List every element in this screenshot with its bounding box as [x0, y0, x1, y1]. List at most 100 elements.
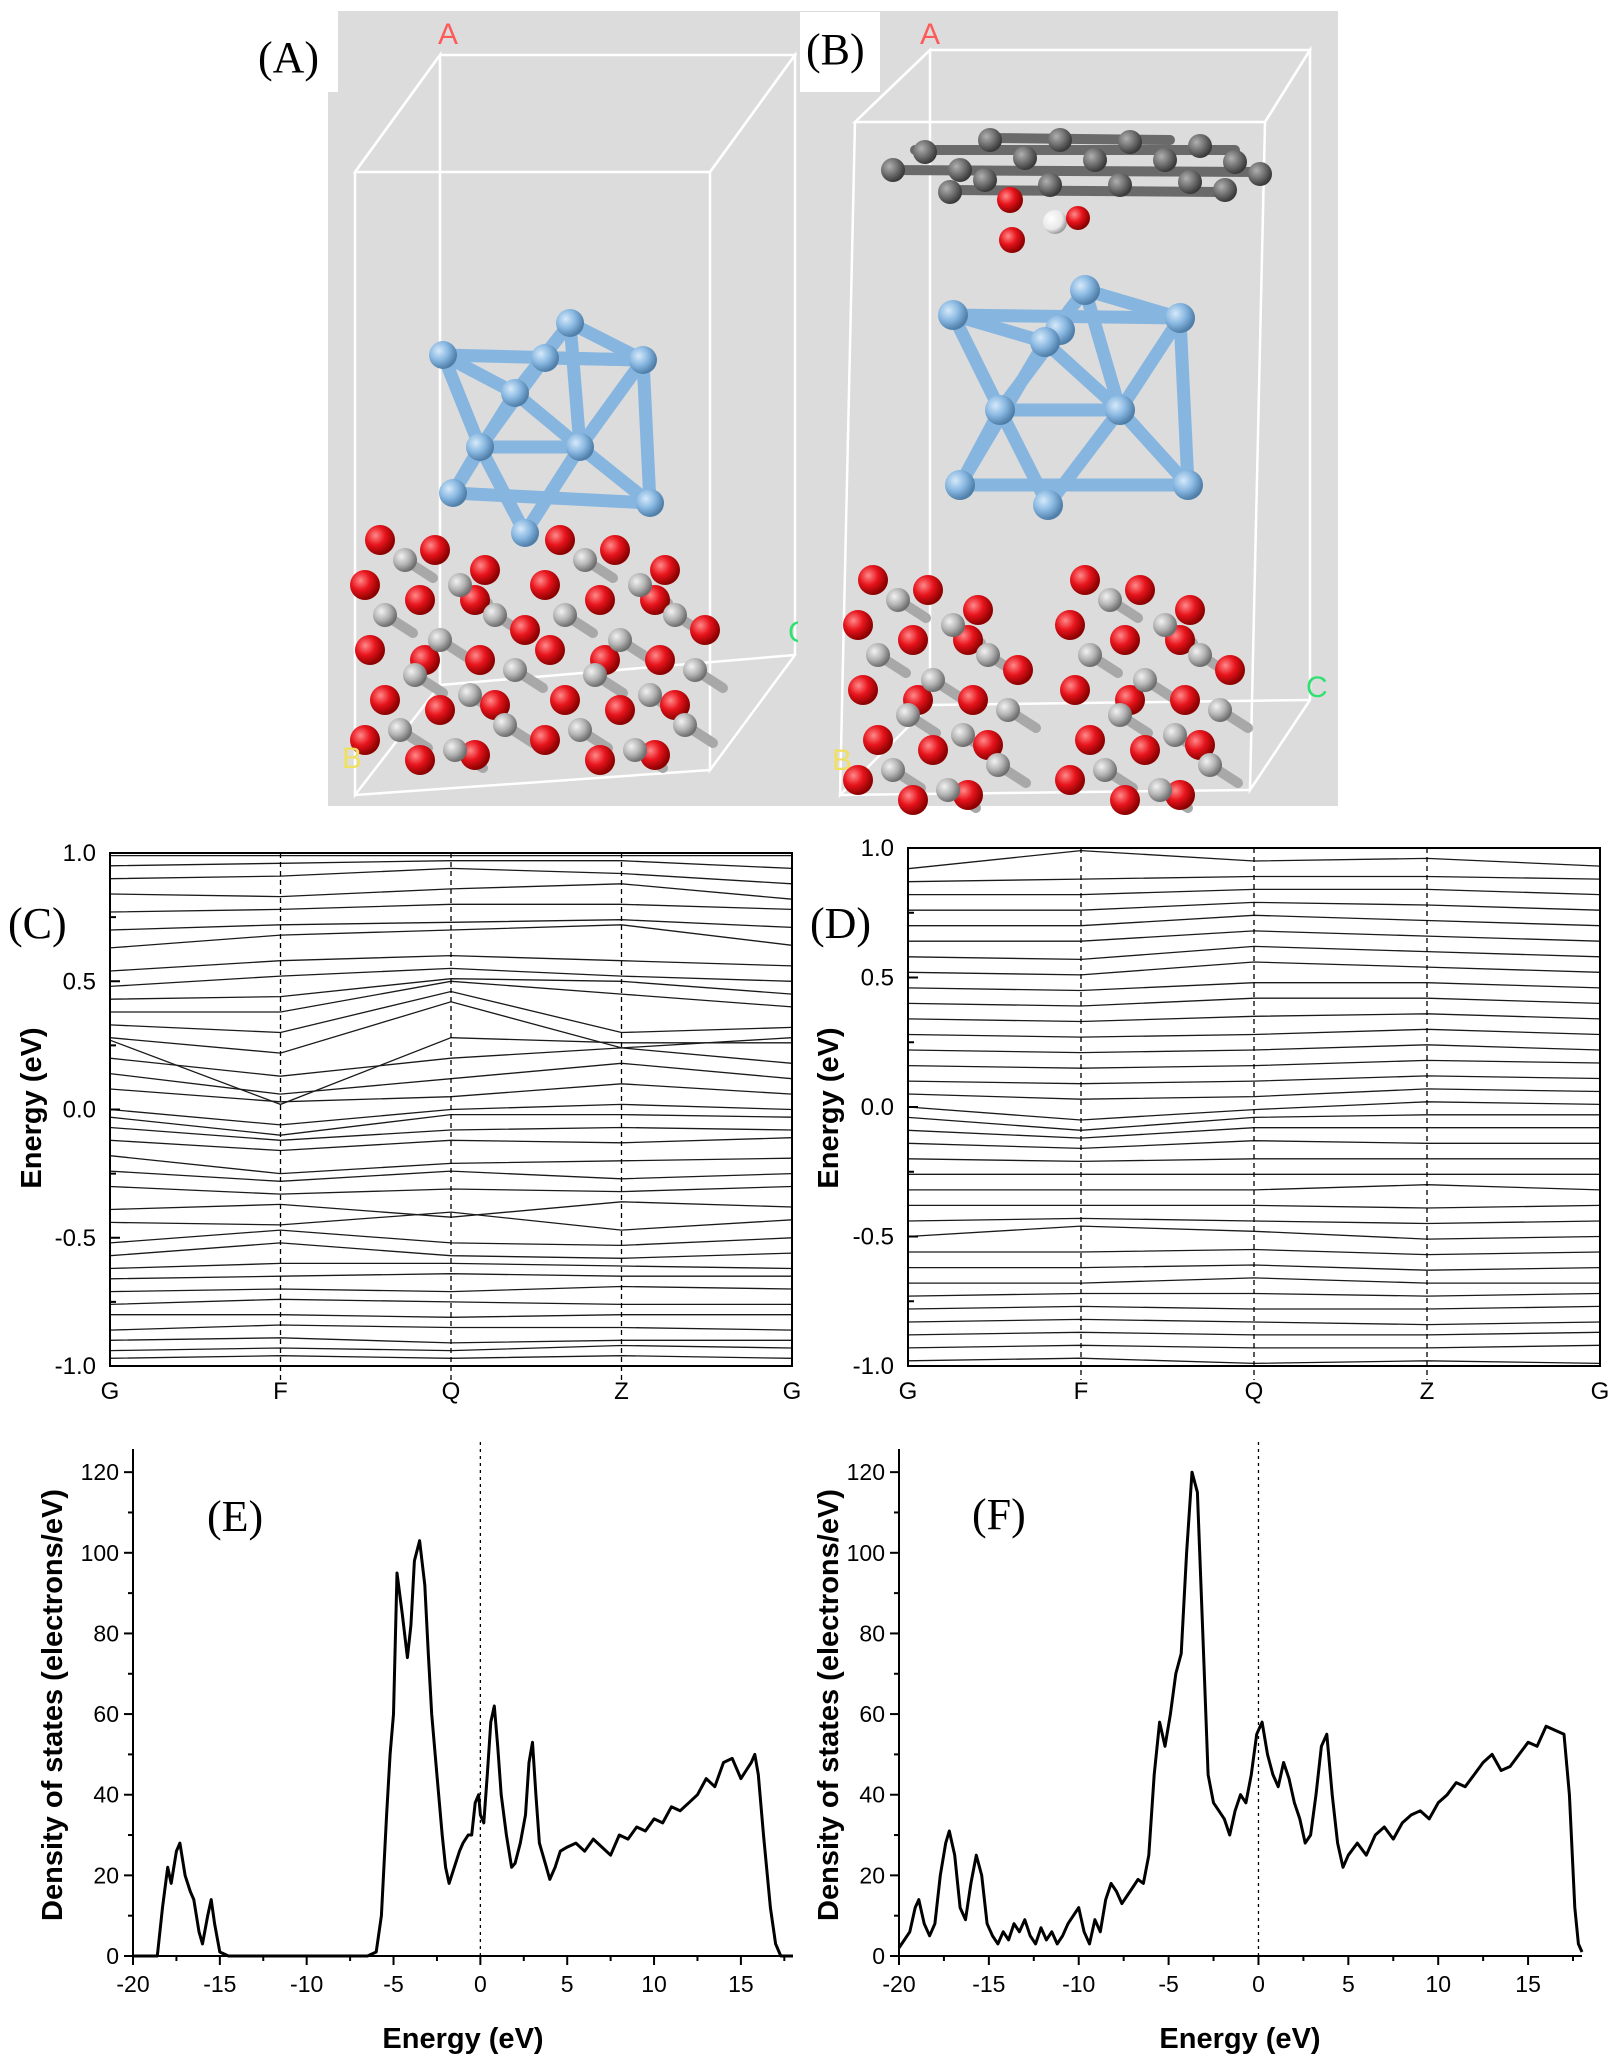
- oxygen-atom: [585, 745, 615, 775]
- x-tick-label: -5: [383, 1971, 403, 1997]
- panel-label-c-background: [4, 885, 80, 950]
- oxygen-atom: [1070, 565, 1100, 595]
- high-symmetry-lines-d: [1080, 848, 1428, 1380]
- band-line-b27: [907, 982, 1601, 992]
- k-point-label: G: [101, 1378, 120, 1405]
- y-tick-label: 100: [847, 1540, 885, 1566]
- oxygen-atom: [405, 585, 435, 615]
- band-line-b26: [907, 997, 1601, 1007]
- oxygen-atom: [585, 585, 615, 615]
- y-tick-label: 60: [859, 1701, 885, 1727]
- high-symmetry-lines-c: [279, 853, 623, 1380]
- silicon-atom: [393, 548, 417, 572]
- y-ticks-e: 0 20 40 60 80 100 120: [81, 1459, 133, 1969]
- x-tick-label: -5: [1158, 1971, 1178, 1997]
- silicon-atom: [921, 668, 945, 692]
- silicon-atom: [638, 683, 662, 707]
- band-line-b23: [109, 1047, 793, 1077]
- x-tick-label: 0: [474, 1971, 487, 1997]
- band-line-b29: [907, 945, 1601, 961]
- band-line-b20: [907, 1088, 1601, 1100]
- oxygen-atom: [1130, 735, 1160, 765]
- oxygen-atom: [480, 690, 510, 720]
- molecule-panel-b: A B C (B): [798, 11, 1338, 815]
- band-line-b17: [109, 1137, 793, 1152]
- oxygen-atom: [1110, 625, 1140, 655]
- dos-curve-e: [133, 1539, 793, 1958]
- panel-label-a: (A): [258, 33, 319, 82]
- oxygen-atom: [1165, 780, 1195, 810]
- silicon-atom: [573, 548, 597, 572]
- x-ticks-f: -20 -15 -10 -5 0 5 10 15: [882, 1956, 1575, 1997]
- k-point-label: G: [899, 1378, 918, 1405]
- silicon-atom: [493, 713, 517, 737]
- oxygen-atom: [355, 635, 385, 665]
- band-line-b24: [907, 1028, 1601, 1038]
- panel-label-b-background: [800, 12, 880, 92]
- silicon-atom: [428, 628, 452, 652]
- ylabel-f: Density of states (electrons/eV): [813, 1489, 845, 1921]
- x-tick-label: 10: [1425, 1971, 1451, 1997]
- axis-label-a: A: [920, 18, 940, 51]
- oxygen-atom: [953, 780, 983, 810]
- band-line-b18: [907, 1114, 1600, 1131]
- x-tick-label: 0: [1252, 1971, 1265, 1997]
- silicon-atom: [1208, 698, 1232, 722]
- oxygen-atom: [690, 615, 720, 645]
- x-tick-label: 5: [561, 1971, 574, 1997]
- band-line-b9: [908, 1248, 1601, 1256]
- silicon-atom: [1108, 703, 1132, 727]
- y-tick-label: 40: [93, 1782, 119, 1808]
- oxygen-atom: [1110, 785, 1140, 815]
- oxygen-atom: [460, 740, 490, 770]
- oxygen-atom: [1215, 655, 1245, 685]
- oxygen-atom: [550, 685, 580, 715]
- oxygen-atom: [470, 555, 500, 585]
- x-tick-label: -15: [972, 1971, 1005, 1997]
- band-line-b7: [109, 1285, 793, 1293]
- platinum-cluster-b: [938, 275, 1203, 520]
- x-tick-label: -20: [116, 1971, 149, 1997]
- panel-label-b: (B): [806, 25, 865, 74]
- y-tick-label: 40: [859, 1782, 885, 1808]
- band-line-b12: [908, 1204, 1601, 1209]
- xlabel-f: Energy (eV): [1159, 2023, 1320, 2055]
- y-tick-label: -0.5: [853, 1224, 894, 1251]
- molecule-panel-a: A B C (A): [252, 10, 810, 806]
- oxygen-atom: [350, 725, 380, 755]
- axis-label-b: B: [832, 744, 852, 777]
- x-tick-label: -10: [290, 1971, 323, 1997]
- silicon-atom: [866, 643, 890, 667]
- oxygen-atom: [545, 525, 575, 555]
- panel-label-d: (D): [810, 899, 871, 948]
- x-tick-label: -10: [1062, 1971, 1095, 1997]
- oxygen-atom: [843, 610, 873, 640]
- band-line-b34: [109, 883, 793, 900]
- silicon-atom: [568, 718, 592, 742]
- silicon-atom: [623, 738, 647, 762]
- silicon-atom: [483, 603, 507, 627]
- y-tick-label: 120: [847, 1459, 885, 1485]
- y-tick-label: 120: [81, 1459, 119, 1485]
- x-tick-label: 10: [641, 1971, 667, 1997]
- band-line-b33: [109, 903, 793, 913]
- axis-labels-b: A B C: [832, 18, 1328, 777]
- band-line-b10: [109, 1242, 793, 1259]
- k-point-label: Z: [614, 1378, 629, 1405]
- y-tick-label: 80: [859, 1620, 885, 1646]
- k-point-label: G: [1591, 1378, 1610, 1405]
- oxygen-atom: [1055, 610, 1085, 640]
- y-tick-label: -0.5: [55, 1225, 96, 1252]
- band-line-b4: [109, 1324, 793, 1331]
- xlabel-e: Energy (eV): [382, 2023, 543, 2055]
- oxygen-atom: [1185, 730, 1215, 760]
- unit-cell-a: [352, 51, 798, 799]
- oxygen-atom: [1170, 685, 1200, 715]
- silicon-atom: [553, 603, 577, 627]
- oxygen-atom: [958, 685, 988, 715]
- silicon-atom: [1198, 753, 1222, 777]
- x-tick-label: -20: [882, 1971, 915, 1997]
- y-ticks-f: 0 20 40 60 80 100 120: [847, 1459, 899, 1969]
